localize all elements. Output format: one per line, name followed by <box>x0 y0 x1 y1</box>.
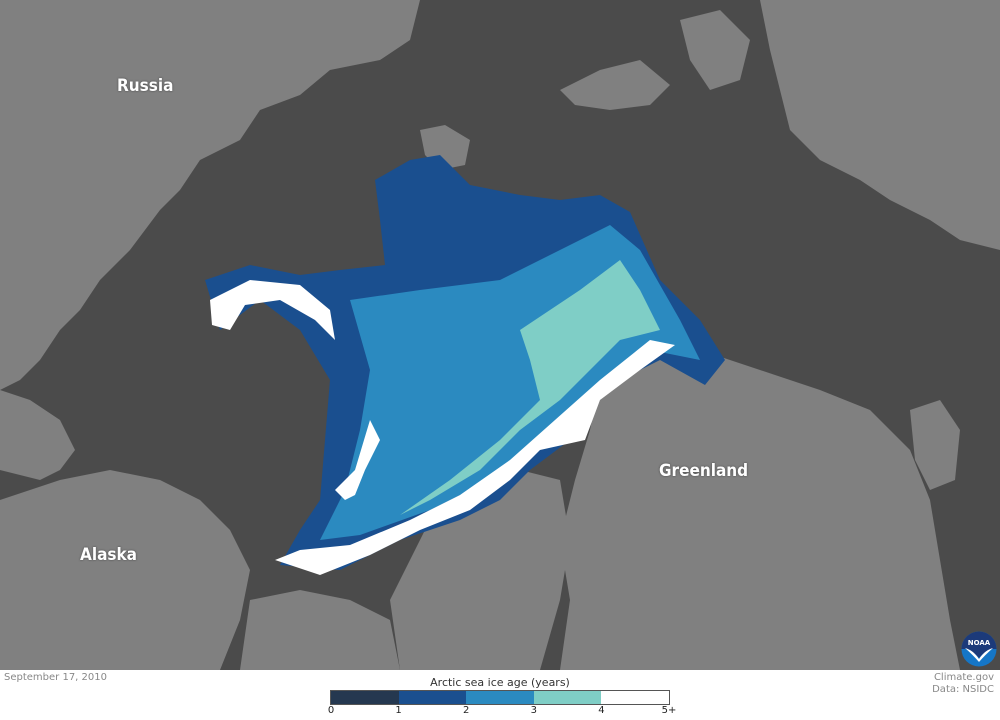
land-island-2 <box>680 10 750 90</box>
land-russia-east <box>0 390 75 480</box>
legend-tick: 4 <box>598 705 605 716</box>
land-russia <box>0 0 420 390</box>
land-greenland <box>560 350 960 670</box>
credit-source: Climate.gov <box>933 672 994 683</box>
legend-swatch-2 <box>466 691 534 704</box>
land-canada-archipelago <box>760 0 1000 250</box>
legend-tick: 3 <box>530 705 537 716</box>
legend-title: Arctic sea ice age (years) <box>430 676 570 689</box>
sea-ice <box>205 155 725 575</box>
credit-data: Data: NSIDC <box>932 684 994 695</box>
arctic-map <box>0 0 1000 670</box>
label-alaska: Alaska <box>80 545 137 565</box>
ice-age-5plus <box>275 340 675 575</box>
land-alaska <box>0 470 250 670</box>
land-franz-josef <box>560 60 670 110</box>
label-russia: Russia <box>117 76 174 96</box>
legend-tick: 0 <box>327 705 335 716</box>
legend-tick: 5+ <box>661 705 677 716</box>
legend-tick: 2 <box>463 705 470 716</box>
credit: Climate.gov Data: NSIDC <box>932 672 994 696</box>
land-svalbard <box>910 400 960 490</box>
label-greenland: Greenland <box>659 461 749 481</box>
legend-tick: 1 <box>395 705 402 716</box>
ice-age-3-4 <box>400 260 660 515</box>
ice-age-5plus-chukchi <box>210 280 335 340</box>
legend-color-bar <box>330 690 670 705</box>
land-canada-north <box>240 590 400 670</box>
legend-swatch-0 <box>331 691 399 704</box>
noaa-logo-text: NOAA <box>968 639 991 647</box>
legend-swatch-4 <box>601 691 669 704</box>
date-label: September 17, 2010 <box>4 672 107 683</box>
legend-swatch-1 <box>398 691 467 704</box>
noaa-logo: NOAA <box>961 631 997 667</box>
legend-swatch-3 <box>533 691 602 704</box>
ice-age-5plus-strip <box>335 420 380 500</box>
